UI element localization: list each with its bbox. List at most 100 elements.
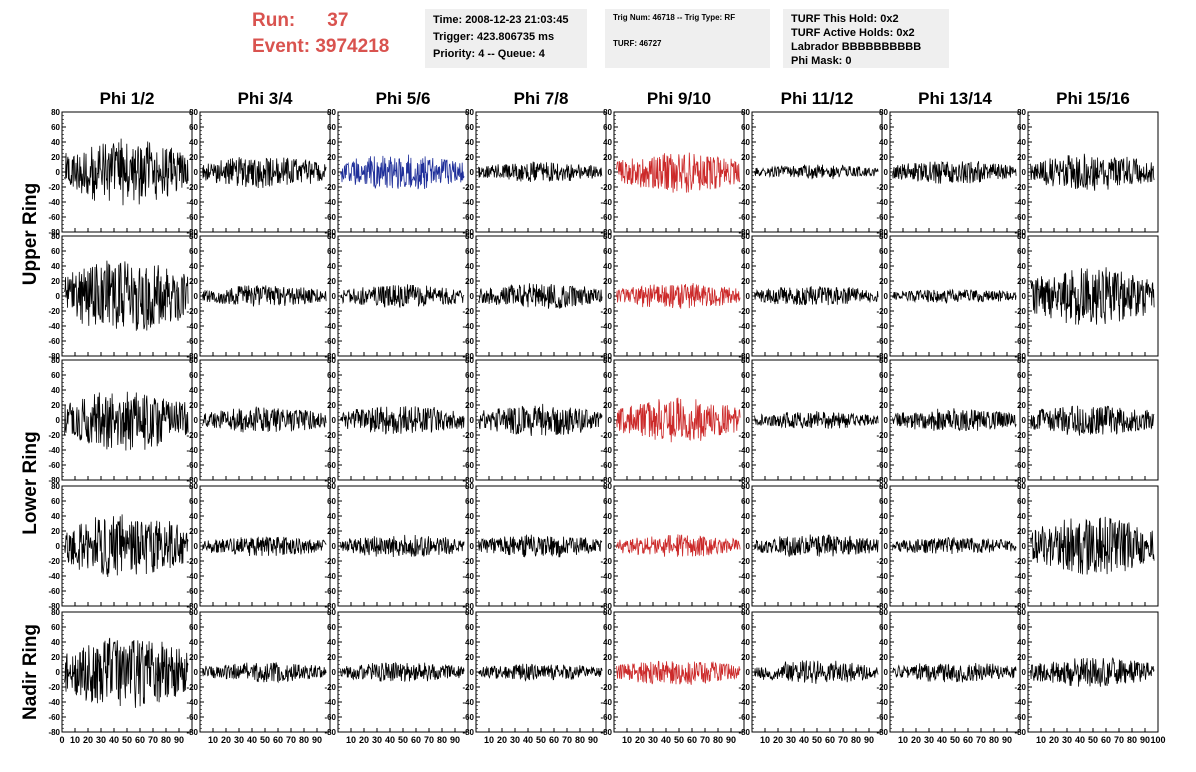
x-tick-label: 30 <box>786 735 796 745</box>
y-tick-label: -20 <box>462 557 474 566</box>
y-tick-label: -20 <box>48 557 60 566</box>
y-tick-label: 80 <box>1017 482 1026 491</box>
y-tick-label: -60 <box>1014 461 1026 470</box>
y-tick-label: -80 <box>600 352 612 361</box>
waveform-series <box>754 534 879 557</box>
y-tick-label: 80 <box>603 482 612 491</box>
y-tick-label: -20 <box>1014 307 1026 316</box>
y-tick-label: -60 <box>876 461 888 470</box>
waveform-series <box>340 406 465 435</box>
waveform-series <box>892 160 1017 184</box>
y-tick-label: 0 <box>56 168 61 177</box>
y-tick-label: 0 <box>1022 542 1027 551</box>
y-tick-label: 60 <box>1017 623 1026 632</box>
waveform-panel: -80 -60 -40 -20 0 20 40 60 80 <box>48 482 193 611</box>
y-tick-label: 40 <box>603 386 612 395</box>
y-tick-label: 0 <box>194 668 199 677</box>
x-tick-label: 40 <box>523 735 533 745</box>
y-tick-label: -60 <box>876 213 888 222</box>
waveform-series <box>340 284 465 308</box>
y-tick-label: -80 <box>738 228 750 237</box>
y-tick-label: -60 <box>186 587 198 596</box>
y-tick-label: -20 <box>1014 557 1026 566</box>
waveform-series <box>64 260 189 331</box>
y-tick-label: 0 <box>746 292 751 301</box>
y-tick-label: 20 <box>1017 401 1026 410</box>
y-tick-label: 40 <box>189 138 198 147</box>
x-tick-label: 40 <box>1075 735 1085 745</box>
y-tick-label: 20 <box>603 527 612 536</box>
y-tick-label: 40 <box>603 638 612 647</box>
y-tick-label: -40 <box>186 572 198 581</box>
y-tick-label: -20 <box>600 307 612 316</box>
y-tick-label: 80 <box>879 608 888 617</box>
y-tick-label: 20 <box>741 153 750 162</box>
y-tick-label: 0 <box>608 542 613 551</box>
y-tick-label: 20 <box>603 153 612 162</box>
waveform-panel: -80 -60 -40 -20 0 20 40 60 80 <box>48 356 193 485</box>
waveform-panel: -80 -60 -40 -20 0 20 40 60 80 <box>876 608 1021 737</box>
y-tick-label: -40 <box>1014 572 1026 581</box>
y-tick-label: 80 <box>327 356 336 365</box>
column-header-6: Phi 11/12 <box>781 89 854 108</box>
y-tick-label: 60 <box>51 623 60 632</box>
x-tick-label: 90 <box>174 735 184 745</box>
waveform-series <box>616 397 741 443</box>
waveform-panel: -80 -60 -40 -20 0 20 40 60 80 <box>186 482 331 611</box>
x-tick-label: 60 <box>825 735 835 745</box>
turf-this-hold-text: TURF This Hold: 0x2 <box>791 13 899 25</box>
x-tick-label: 0 <box>59 735 64 745</box>
y-tick-label: 20 <box>879 153 888 162</box>
y-tick-label: 0 <box>332 168 337 177</box>
y-tick-label: 40 <box>327 386 336 395</box>
y-tick-label: 80 <box>327 232 336 241</box>
column-header-8: Phi 15/16 <box>1056 89 1130 108</box>
x-tick-label: 70 <box>1114 735 1124 745</box>
y-tick-label: 0 <box>1022 668 1027 677</box>
y-tick-label: -80 <box>186 352 198 361</box>
waveform-series <box>616 534 741 557</box>
y-tick-label: 20 <box>1017 153 1026 162</box>
run-event-label: Run: 37 Event: 3974218 <box>252 8 389 60</box>
y-tick-label: 80 <box>603 608 612 617</box>
y-tick-label: -20 <box>876 183 888 192</box>
y-tick-label: -80 <box>324 228 336 237</box>
y-tick-label: -40 <box>738 198 750 207</box>
y-tick-label: -80 <box>876 352 888 361</box>
y-tick-label: 60 <box>879 371 888 380</box>
y-tick-label: 80 <box>465 608 474 617</box>
y-tick-label: 20 <box>189 401 198 410</box>
x-tick-label: 90 <box>450 735 460 745</box>
y-tick-label: -60 <box>48 213 60 222</box>
y-tick-label: 20 <box>465 401 474 410</box>
y-tick-label: -60 <box>48 713 60 722</box>
x-tick-label: 10 <box>484 735 494 745</box>
x-tick-label: 10 <box>208 735 218 745</box>
x-tick-label: 90 <box>864 735 874 745</box>
x-tick-label: 30 <box>648 735 658 745</box>
x-tick-label: 80 <box>299 735 309 745</box>
waveform-panel: -80 -60 -40 -20 0 20 40 60 80 <box>600 356 745 485</box>
y-tick-label: 80 <box>189 232 198 241</box>
y-tick-label: 0 <box>884 292 889 301</box>
y-tick-label: -60 <box>738 461 750 470</box>
waveform-series <box>1030 153 1155 191</box>
y-tick-label: -80 <box>1014 352 1026 361</box>
x-tick-label: 30 <box>510 735 520 745</box>
run-value: 37 <box>327 10 349 31</box>
y-tick-label: -60 <box>600 337 612 346</box>
y-tick-label: 20 <box>51 527 60 536</box>
waveform-series <box>892 662 1017 683</box>
y-tick-label: -40 <box>48 698 60 707</box>
y-tick-label: 20 <box>327 401 336 410</box>
x-tick-label: 70 <box>286 735 296 745</box>
x-tick-label: 50 <box>674 735 684 745</box>
waveform-panel: -80 -60 -40 -20 0 20 40 60 80 <box>186 108 331 237</box>
y-tick-label: 40 <box>1017 512 1026 521</box>
y-tick-label: -40 <box>876 322 888 331</box>
y-tick-label: -40 <box>186 198 198 207</box>
y-tick-label: -40 <box>186 698 198 707</box>
y-tick-label: 0 <box>884 668 889 677</box>
y-tick-label: 20 <box>1017 653 1026 662</box>
y-tick-label: 60 <box>1017 371 1026 380</box>
